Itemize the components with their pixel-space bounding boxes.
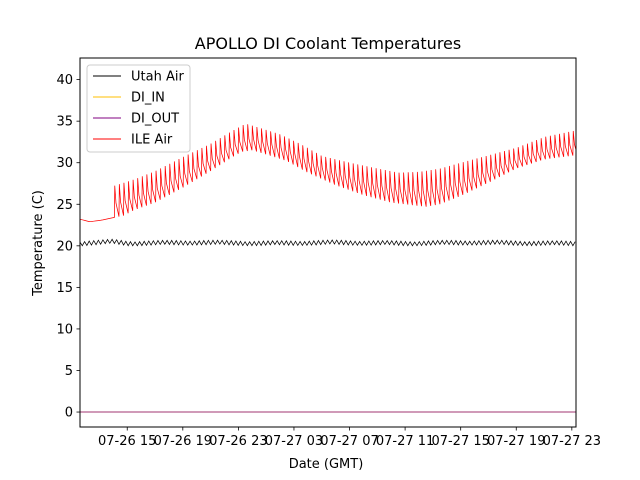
y-tick-label: 20: [56, 239, 73, 254]
x-tick-label: 07-27 11: [376, 434, 434, 449]
y-tick-label: 5: [65, 364, 73, 379]
y-tick-label: 0: [65, 406, 73, 421]
x-tick-label: 07-26 19: [154, 434, 212, 449]
y-tick-label: 15: [56, 281, 73, 296]
legend: Utah Air DI_IN DI_OUT ILE Air: [86, 64, 191, 153]
y-tick-label: 35: [56, 115, 73, 130]
x-tick-label: 07-27 07: [320, 434, 378, 449]
legend-label-di-in: DI_IN: [131, 91, 165, 106]
y-tick-label: 10: [56, 322, 73, 337]
y-axis-label: Temperature (C): [31, 190, 46, 297]
series-line-ile-air: [80, 124, 576, 222]
legend-label-ile-air: ILE Air: [131, 133, 173, 148]
legend-label-di-out: DI_OUT: [131, 112, 179, 127]
y-tick-label: 40: [56, 73, 73, 88]
x-tick-label: 07-26 15: [98, 434, 156, 449]
plot-area: [80, 124, 576, 413]
y-tick-label: 25: [56, 198, 73, 213]
legend-label-utah-air: Utah Air: [131, 70, 184, 85]
x-tick-label: 07-27 23: [543, 434, 601, 449]
legend-box: [86, 64, 191, 153]
y-tick-label: 30: [56, 156, 73, 171]
x-tick-label: 07-27 19: [487, 434, 545, 449]
x-axis-label: Date (GMT): [289, 457, 364, 472]
x-tick-label: 07-27 15: [431, 434, 489, 449]
x-tick-label: 07-27 03: [265, 434, 323, 449]
x-tick-label: 07-26 23: [209, 434, 267, 449]
chart-title: APOLLO DI Coolant Temperatures: [195, 34, 461, 53]
series-line-utah-air: [80, 238, 576, 247]
plot-frame: [79, 57, 577, 428]
